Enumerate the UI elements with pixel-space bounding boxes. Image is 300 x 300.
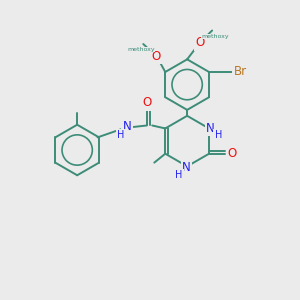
Text: O: O — [195, 37, 204, 50]
Text: Br: Br — [234, 65, 247, 79]
Text: methoxy: methoxy — [127, 47, 154, 52]
Text: N: N — [123, 121, 131, 134]
Text: N: N — [182, 161, 191, 174]
Text: O: O — [227, 147, 236, 160]
Text: N: N — [206, 122, 215, 135]
Text: H: H — [215, 130, 222, 140]
Text: H: H — [175, 170, 182, 180]
Text: O: O — [142, 96, 152, 110]
Text: H: H — [117, 130, 125, 140]
Text: methoxy: methoxy — [201, 34, 229, 39]
Text: O: O — [151, 50, 160, 63]
